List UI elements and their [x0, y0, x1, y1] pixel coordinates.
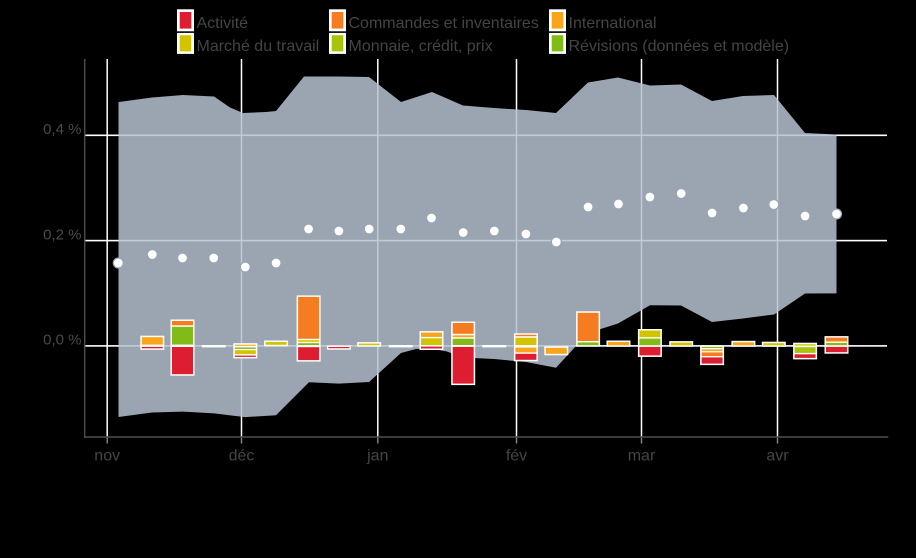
svg-text:0,2 %: 0,2 %	[43, 226, 81, 243]
svg-text:mar: mar	[628, 448, 656, 465]
svg-text:jan: jan	[366, 448, 388, 465]
svg-text:fév: fév	[506, 448, 527, 465]
svg-text:Commandes et inventaires: Commandes et inventaires	[349, 15, 539, 32]
svg-text:nov: nov	[94, 448, 120, 465]
svg-text:0,0 %: 0,0 %	[43, 332, 81, 349]
svg-text:Marché du travail: Marché du travail	[197, 38, 320, 55]
svg-text:déc: déc	[229, 448, 255, 465]
svg-text:0,4 %: 0,4 %	[43, 121, 81, 138]
svg-text:International: International	[569, 15, 657, 32]
svg-text:avr: avr	[766, 448, 789, 465]
svg-text:Révisions (données et modèle): Révisions (données et modèle)	[569, 38, 790, 55]
svg-text:Monnaie, crédit, prix: Monnaie, crédit, prix	[349, 38, 493, 55]
svg-text:Activité: Activité	[197, 15, 249, 32]
